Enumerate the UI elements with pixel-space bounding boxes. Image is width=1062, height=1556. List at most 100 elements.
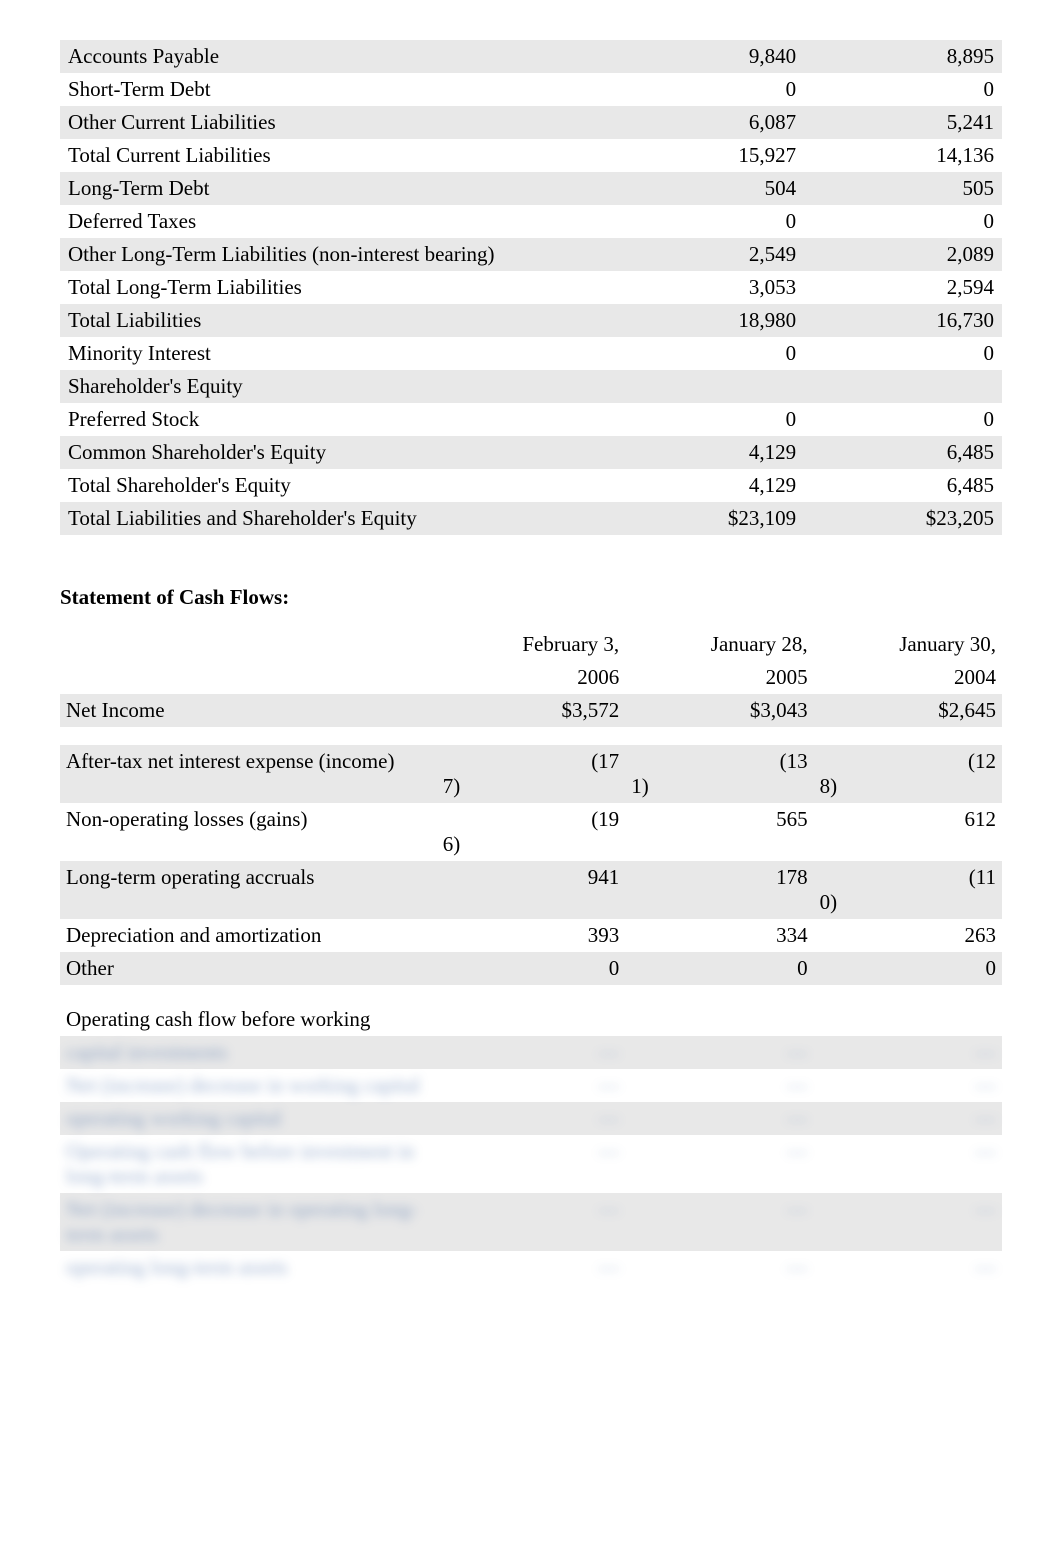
row-label: Accounts Payable [60, 40, 606, 73]
row-label: Deferred Taxes [60, 205, 606, 238]
table-header-row: February 3,January 28,January 30, [60, 628, 1002, 661]
table-row: Total Current Liabilities15,92714,136 [60, 139, 1002, 172]
row-value: 0 [606, 337, 804, 370]
row-value: 14,136 [804, 139, 1002, 172]
spacer-row [60, 985, 1002, 1003]
row-label: Long-term operating accruals [60, 861, 437, 919]
row-value: 6,485 [804, 469, 1002, 502]
row-value: 6,087 [606, 106, 804, 139]
row-value: 15,927 [606, 139, 804, 172]
row-value: 0 [474, 952, 625, 985]
row-value: 2,594 [804, 271, 1002, 304]
row-label: After-tax net interest expense (income) [60, 745, 437, 803]
table-row: Long-term operating accruals941178(110) [60, 861, 1002, 919]
cash-flow-table: February 3,January 28,January 30,2006200… [60, 628, 1002, 1284]
row-value: $23,205 [804, 502, 1002, 535]
table-row: Total Long-Term Liabilities3,0532,594 [60, 271, 1002, 304]
column-header: 2006 [474, 661, 625, 694]
row-label: Common Shareholder's Equity [60, 436, 606, 469]
table-row: Total Liabilities and Shareholder's Equi… [60, 502, 1002, 535]
row-label: Non-operating losses (gains) [60, 803, 437, 861]
row-value: 263 [851, 919, 1002, 952]
row-value: 0 [606, 73, 804, 106]
row-label: Depreciation and amortization [60, 919, 437, 952]
blurred-row: operating working capital——— [60, 1102, 1002, 1135]
column-header: January 30, [851, 628, 1002, 661]
row-value: $3,043 [663, 694, 814, 727]
row-value: 0 [851, 952, 1002, 985]
table-row: Minority Interest00 [60, 337, 1002, 370]
row-label: Net Income [60, 694, 437, 727]
row-value: 8,895 [804, 40, 1002, 73]
table-row: Deferred Taxes00 [60, 205, 1002, 238]
row-value: $23,109 [606, 502, 804, 535]
blurred-row: Net (increase) decrease in working capit… [60, 1069, 1002, 1102]
table-row: Total Shareholder's Equity4,1296,485 [60, 469, 1002, 502]
row-label: Other Long-Term Liabilities (non-interes… [60, 238, 606, 271]
row-value: 0 [804, 403, 1002, 436]
blurred-row: Net (increase) decrease in operating lon… [60, 1193, 1002, 1251]
row-value: (110) [814, 861, 1002, 919]
column-header: 2004 [851, 661, 1002, 694]
row-label: Preferred Stock [60, 403, 606, 436]
row-value: (196) [437, 803, 625, 861]
row-label: Total Long-Term Liabilities [60, 271, 606, 304]
table-row: Other Current Liabilities6,0875,241 [60, 106, 1002, 139]
row-value: 178 [663, 861, 814, 919]
row-label: Shareholder's Equity [60, 370, 606, 403]
row-value: 504 [606, 172, 804, 205]
row-label: Total Liabilities and Shareholder's Equi… [60, 502, 606, 535]
table-row: Operating cash flow before working [60, 1003, 1002, 1036]
blurred-row: operating long-term assets——— [60, 1251, 1002, 1284]
row-label: Minority Interest [60, 337, 606, 370]
row-value: $2,645 [851, 694, 1002, 727]
table-row: Preferred Stock00 [60, 403, 1002, 436]
blurred-row: Operating cash flow before investment in… [60, 1135, 1002, 1193]
table-row: Long-Term Debt504505 [60, 172, 1002, 205]
row-value: 6,485 [804, 436, 1002, 469]
spacer-row [60, 727, 1002, 745]
row-value: 0 [804, 337, 1002, 370]
row-value: 0 [606, 403, 804, 436]
column-header: February 3, [474, 628, 625, 661]
row-value: 505 [804, 172, 1002, 205]
row-label: Other Current Liabilities [60, 106, 606, 139]
row-value: (131) [625, 745, 813, 803]
row-value: (177) [437, 745, 625, 803]
row-label: Total Liabilities [60, 304, 606, 337]
table-row: Net Income $3,572 $3,043 $2,645 [60, 694, 1002, 727]
row-value: 9,840 [606, 40, 804, 73]
row-label: Total Shareholder's Equity [60, 469, 606, 502]
blurred-row: capital investments——— [60, 1036, 1002, 1069]
table-row: Accounts Payable9,8408,895 [60, 40, 1002, 73]
balance-sheet-table: Accounts Payable9,8408,895Short-Term Deb… [60, 40, 1002, 535]
row-value [606, 370, 804, 403]
row-value: 4,129 [606, 436, 804, 469]
row-value: $3,572 [474, 694, 625, 727]
row-value: 2,549 [606, 238, 804, 271]
row-value [474, 1003, 625, 1036]
row-label: Operating cash flow before working [60, 1003, 437, 1036]
table-row: Other Long-Term Liabilities (non-interes… [60, 238, 1002, 271]
row-value: 0 [606, 205, 804, 238]
cash-flow-heading: Statement of Cash Flows: [60, 585, 1002, 610]
table-row: Common Shareholder's Equity4,1296,485 [60, 436, 1002, 469]
row-value: 5,241 [804, 106, 1002, 139]
row-value: 393 [474, 919, 625, 952]
row-label: Other [60, 952, 437, 985]
row-value: 612 [851, 803, 1002, 861]
row-label: Total Current Liabilities [60, 139, 606, 172]
row-value [804, 370, 1002, 403]
row-value: 18,980 [606, 304, 804, 337]
row-value: 565 [663, 803, 814, 861]
row-label: Short-Term Debt [60, 73, 606, 106]
row-value: 2,089 [804, 238, 1002, 271]
row-value: 0 [804, 73, 1002, 106]
row-value: 334 [663, 919, 814, 952]
column-header: 2005 [663, 661, 814, 694]
row-label: Long-Term Debt [60, 172, 606, 205]
table-header-row: 2006 2005 2004 [60, 661, 1002, 694]
row-value: 0 [804, 205, 1002, 238]
table-row: Shareholder's Equity [60, 370, 1002, 403]
row-value: 4,129 [606, 469, 804, 502]
